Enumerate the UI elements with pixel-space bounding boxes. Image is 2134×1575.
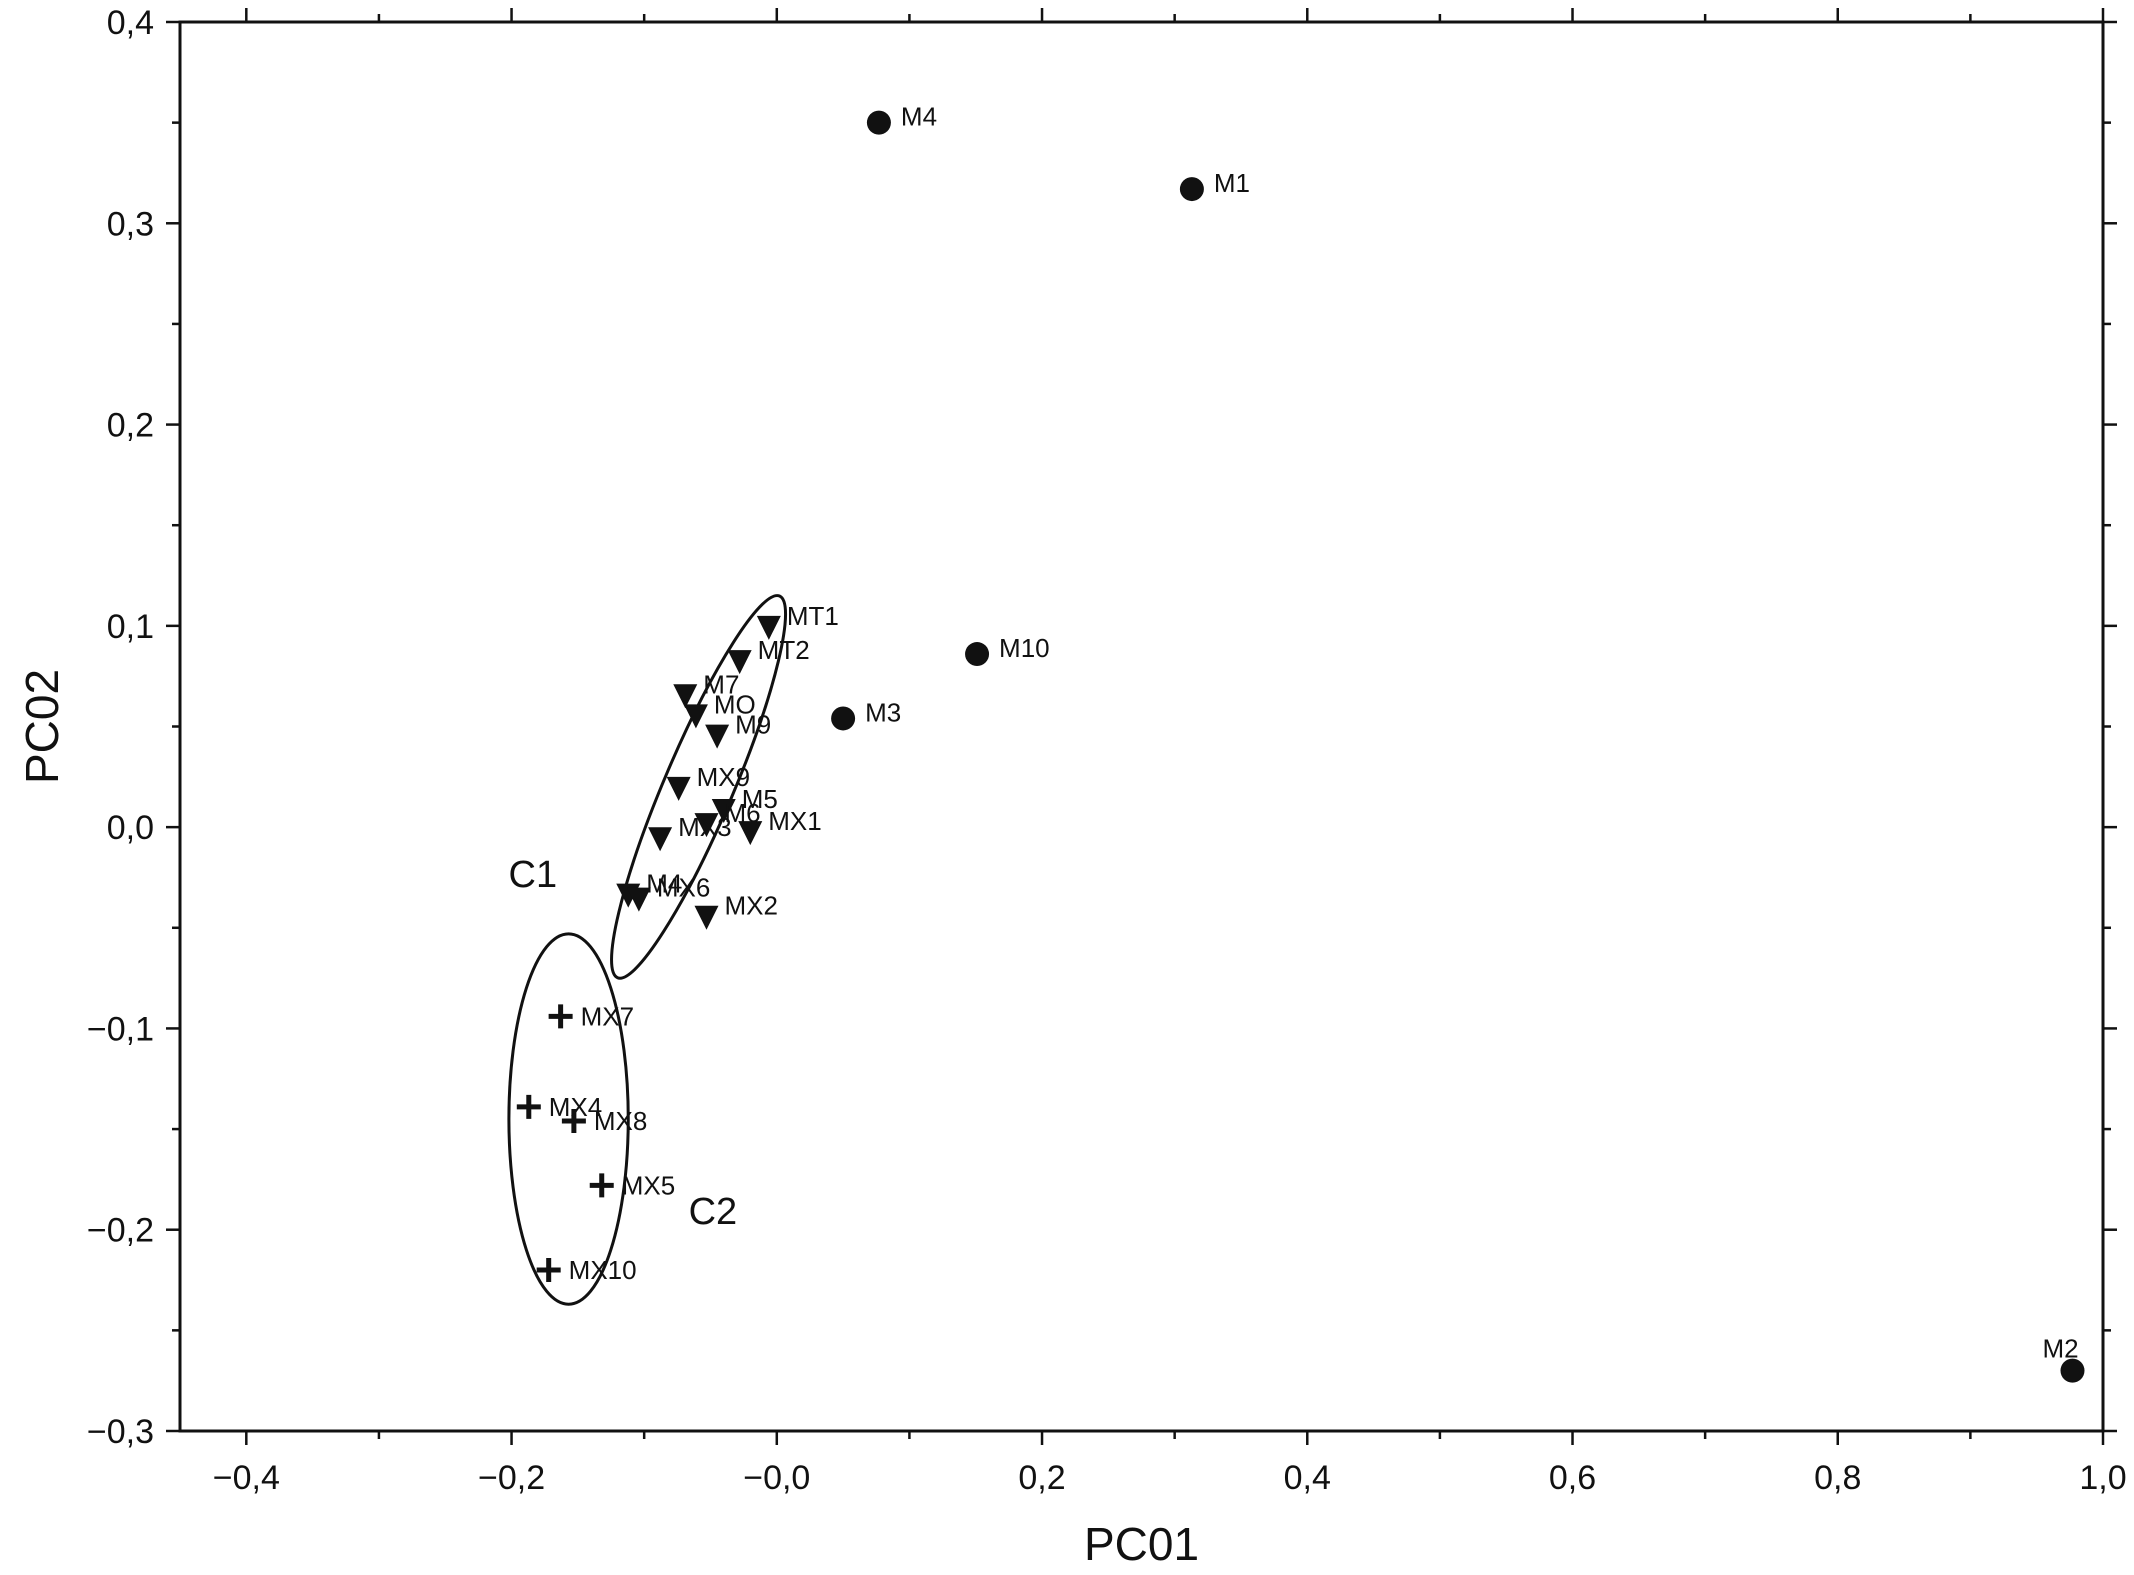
plot-frame bbox=[178, 20, 2105, 1433]
point-mx10-label: MX10 bbox=[569, 1255, 637, 1285]
point-mx10-marker bbox=[536, 1257, 561, 1282]
point-m6-marker bbox=[694, 813, 719, 838]
point-mx2-label: MX2 bbox=[725, 891, 778, 921]
y-tick-label: 0,0 bbox=[107, 809, 154, 847]
x-tick-label: 0,6 bbox=[1549, 1459, 1596, 1497]
point-m2-marker bbox=[2060, 1358, 2085, 1383]
point-mx3-label: MX3 bbox=[678, 812, 731, 842]
x-axis-title: PC01 bbox=[1084, 1518, 1199, 1570]
y-tick-label: 0,4 bbox=[107, 4, 154, 42]
y-axis-title: PC02 bbox=[16, 669, 68, 784]
point-m4-label: M4 bbox=[646, 869, 682, 899]
cluster-label-c1: C1 bbox=[509, 854, 558, 896]
point-m4-marker bbox=[866, 110, 891, 135]
point-mx4-marker bbox=[516, 1094, 541, 1119]
point-mo-label: MO bbox=[714, 689, 756, 719]
point-mx8-label: MX8 bbox=[594, 1106, 647, 1136]
point-mx6-marker bbox=[626, 887, 651, 912]
point-mx7-label: MX7 bbox=[581, 1001, 634, 1031]
x-tick-label: −0,0 bbox=[743, 1459, 810, 1497]
cluster-label-c2: C2 bbox=[689, 1191, 738, 1233]
point-mx2-marker bbox=[694, 905, 719, 930]
point-m5-label: M5 bbox=[742, 784, 778, 814]
point-mx6-label: MX6 bbox=[657, 873, 710, 903]
point-mx8-marker bbox=[561, 1109, 586, 1134]
point-m1-marker bbox=[1179, 177, 1204, 202]
point-m10-label: M10 bbox=[999, 633, 1050, 663]
point-m3-marker bbox=[831, 706, 856, 731]
point-m7-label: M7 bbox=[703, 669, 739, 699]
point-m1-label: M1 bbox=[1214, 168, 1250, 198]
y-tick-label: 0,3 bbox=[107, 205, 154, 243]
y-tick-label: −0,3 bbox=[87, 1413, 154, 1451]
cluster-ellipse-c2 bbox=[507, 932, 630, 1306]
point-mt2-label: MT2 bbox=[758, 635, 810, 665]
point-m2-label: M2 bbox=[2042, 1334, 2078, 1364]
point-mt1-marker bbox=[756, 615, 781, 640]
point-m10-marker bbox=[965, 642, 990, 667]
axis-ticks: −0,4 −0,2 −0,0 0,2 0,4 0,6 0,8 1,0 0,4 0,3 0,2 0,1 0… bbox=[87, 4, 2127, 1497]
y-tick-label: 0,1 bbox=[107, 608, 154, 646]
point-m5-marker bbox=[711, 799, 736, 824]
y-tick-label: −0,1 bbox=[87, 1010, 154, 1048]
x-tick-label: −0,2 bbox=[478, 1459, 545, 1497]
point-mt2-marker bbox=[727, 650, 752, 675]
point-mx9-label: MX9 bbox=[697, 762, 750, 792]
x-tick-label: 1,0 bbox=[2079, 1459, 2126, 1497]
point-mx1-marker bbox=[738, 821, 763, 846]
y-tick-label: 0,2 bbox=[107, 407, 154, 445]
point-mx1-label: MX1 bbox=[768, 806, 821, 836]
x-tick-label: 0,4 bbox=[1284, 1459, 1331, 1497]
point-m3-label: M3 bbox=[865, 697, 901, 727]
point-m7-marker bbox=[673, 684, 698, 709]
point-mx3-marker bbox=[648, 827, 673, 852]
point-mx7-marker bbox=[548, 1004, 573, 1029]
point-mt1-label: MT1 bbox=[787, 601, 839, 631]
point-m9-marker bbox=[705, 724, 730, 749]
point-mo-marker bbox=[683, 704, 708, 729]
point-m9-label: M9 bbox=[735, 710, 771, 740]
point-mx5-marker bbox=[589, 1173, 614, 1198]
y-tick-label: −0,2 bbox=[87, 1212, 154, 1250]
x-tick-label: 0,2 bbox=[1018, 1459, 1065, 1497]
point-mx5-label: MX5 bbox=[622, 1170, 675, 1200]
point-mx9-marker bbox=[666, 776, 691, 801]
point-m4-label: M4 bbox=[901, 102, 937, 132]
x-tick-label: −0,4 bbox=[213, 1459, 280, 1497]
x-tick-label: 0,8 bbox=[1814, 1459, 1861, 1497]
